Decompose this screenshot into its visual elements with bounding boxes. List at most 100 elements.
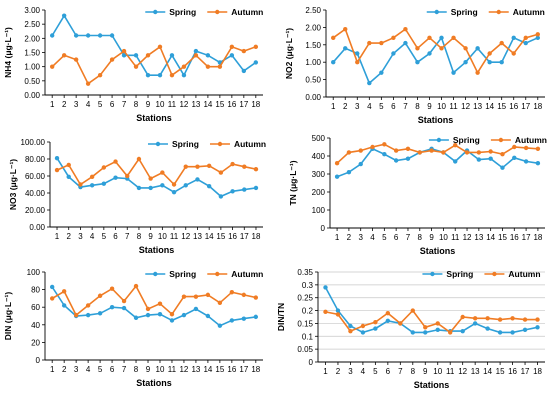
x-tick-label: 8 <box>134 100 139 109</box>
x-axis-label: Stations <box>136 113 172 123</box>
data-point-autumn <box>393 148 399 153</box>
x-tick-label: 3 <box>358 233 363 242</box>
data-point-spring <box>206 184 212 189</box>
data-point-autumn <box>49 296 55 301</box>
data-point-autumn <box>181 294 187 299</box>
data-point-spring <box>405 156 411 161</box>
legend-marker-spring <box>153 9 158 15</box>
series-line-spring <box>332 36 539 85</box>
x-tick-label: 13 <box>474 233 483 242</box>
legend: Spring Autumn <box>145 7 263 17</box>
data-point-spring <box>49 284 55 290</box>
data-point-autumn <box>500 152 505 157</box>
data-point-spring <box>195 177 200 182</box>
data-point-spring <box>160 183 165 188</box>
y-tick-label: 400 <box>312 152 326 161</box>
y-tick-label: 300 <box>312 170 326 179</box>
data-point-spring <box>535 161 541 166</box>
x-axis-label: Stations <box>414 380 450 390</box>
y-tick-label: 0.25 <box>297 294 313 303</box>
x-tick-label: 12 <box>461 102 470 111</box>
data-point-autumn <box>355 60 360 65</box>
y-tick-label: 40 <box>31 321 40 330</box>
data-point-autumn <box>334 161 340 166</box>
series-line-autumn <box>332 27 539 75</box>
data-point-autumn <box>379 40 384 46</box>
x-tick-label: 3 <box>348 367 353 376</box>
data-point-autumn <box>488 149 493 154</box>
x-tick-label: 12 <box>179 365 188 374</box>
data-point-spring <box>253 185 259 191</box>
x-tick-label: 3 <box>78 232 83 241</box>
legend: Spring Autumn <box>426 7 545 17</box>
y-tick-label: 0 <box>309 358 314 367</box>
y-tick-label: 0 <box>321 224 326 233</box>
data-point-spring <box>241 316 247 321</box>
x-tick-label: 2 <box>62 365 67 374</box>
series-line-spring <box>56 157 257 198</box>
data-point-autumn <box>423 325 428 330</box>
data-point-autumn <box>193 294 199 299</box>
data-point-spring <box>510 330 515 335</box>
data-point-autumn <box>205 292 211 298</box>
data-point-spring <box>460 328 465 334</box>
x-tick-label: 5 <box>98 365 103 374</box>
data-point-spring <box>133 315 139 320</box>
data-point-spring <box>382 152 387 157</box>
data-point-spring <box>423 330 428 335</box>
data-point-autumn <box>145 306 151 312</box>
data-point-spring <box>121 305 127 311</box>
x-tick-label: 9 <box>146 100 151 109</box>
x-tick-label: 14 <box>203 100 212 109</box>
x-tick-label: 11 <box>449 102 458 111</box>
legend-marker-autumn <box>492 271 497 277</box>
y-tick-label: 2.50 <box>305 6 321 15</box>
data-point-autumn <box>373 319 378 325</box>
y-tick-label: 0.50 <box>305 76 321 85</box>
x-tick-label: 1 <box>335 233 340 242</box>
x-tick-label: 9 <box>146 365 151 374</box>
y-axis-label: NO2 (μg·L⁻¹) <box>284 28 294 79</box>
y-tick-label: 0.2 <box>302 307 314 316</box>
x-tick-label: 16 <box>510 233 519 242</box>
data-point-autumn <box>472 316 478 321</box>
y-axis-label: DIN/TN <box>276 303 286 331</box>
data-point-autumn <box>97 293 103 298</box>
data-point-spring <box>133 53 139 58</box>
x-tick-label: 16 <box>227 365 236 374</box>
y-tick-label: 100 <box>27 268 41 277</box>
x-tick-label: 13 <box>193 232 202 241</box>
data-point-spring <box>97 33 103 38</box>
series-line-autumn <box>325 309 538 334</box>
data-point-autumn <box>346 150 352 155</box>
x-tick-label: 17 <box>521 102 530 111</box>
y-tick-label: 40.00 <box>25 189 46 198</box>
y-tick-label: 100.00 <box>21 138 46 147</box>
x-tick-label: 4 <box>367 102 372 111</box>
data-point-spring <box>157 312 163 317</box>
legend-marker-autumn <box>215 9 220 15</box>
data-point-autumn <box>205 64 211 69</box>
legend-label-spring: Spring <box>172 139 199 149</box>
x-tick-label: 14 <box>485 102 494 111</box>
data-point-spring <box>181 72 187 78</box>
data-point-autumn <box>523 35 528 41</box>
data-point-autumn <box>463 46 468 51</box>
data-point-autumn <box>183 164 188 169</box>
data-point-spring <box>410 330 415 335</box>
data-point-autumn <box>499 40 504 46</box>
data-point-spring <box>183 183 188 188</box>
legend-label-autumn: Autumn <box>515 135 547 145</box>
x-tick-label: 2 <box>343 102 348 111</box>
y-axis-label: NO3 (μg·L⁻¹) <box>8 159 18 210</box>
y-tick-label: 60.00 <box>25 172 46 181</box>
x-tick-label: 16 <box>227 100 236 109</box>
data-point-spring <box>535 325 540 330</box>
data-point-autumn <box>487 51 492 56</box>
x-tick-label: 10 <box>156 365 165 374</box>
x-tick-label: 12 <box>181 232 190 241</box>
y-tick-label: 0.1 <box>302 332 314 341</box>
data-point-spring <box>169 53 175 58</box>
x-tick-label: 18 <box>533 102 542 111</box>
